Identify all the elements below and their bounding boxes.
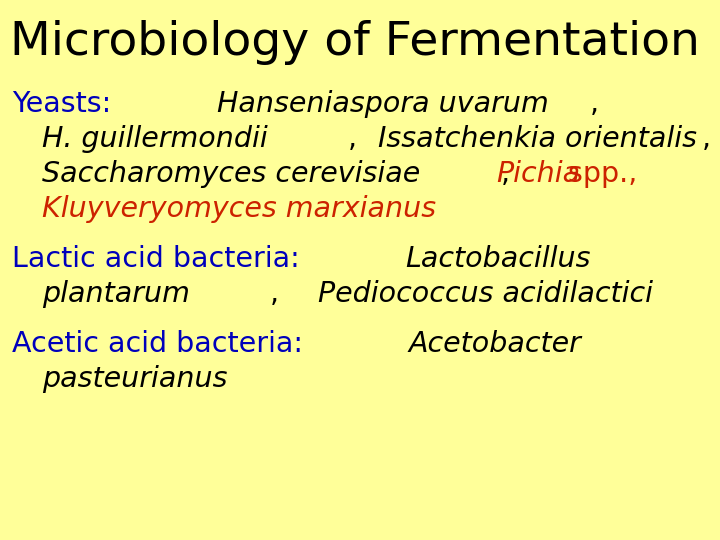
Text: Yeasts:: Yeasts: [12,90,130,118]
Text: spp.,: spp., [559,160,637,188]
Text: Lactic acid bacteria:: Lactic acid bacteria: [12,245,318,273]
Text: H. guillermondii: H. guillermondii [42,125,268,153]
Text: Issatchenkia orientalis: Issatchenkia orientalis [378,125,697,153]
Text: Pediococcus acidilactici: Pediococcus acidilactici [318,280,652,308]
Text: Acetic acid bacteria:: Acetic acid bacteria: [12,330,321,358]
Text: Acetobacter: Acetobacter [408,330,581,358]
Text: Saccharomyces cerevisiae: Saccharomyces cerevisiae [42,160,420,188]
Text: plantarum: plantarum [42,280,190,308]
Text: ,: , [590,90,598,118]
Text: ,: , [271,280,289,308]
Text: Pichia: Pichia [496,160,580,188]
Text: Kluyveryomyces marxianus: Kluyveryomyces marxianus [42,195,436,223]
Text: ,: , [348,125,366,153]
Text: Lactobacillus: Lactobacillus [405,245,590,273]
Text: Microbiology of Fermentation: Microbiology of Fermentation [10,20,700,65]
Text: Hanseniaspora uvarum: Hanseniaspora uvarum [217,90,549,118]
Text: ,: , [501,160,519,188]
Text: ,: , [702,125,711,153]
Text: pasteurianus: pasteurianus [42,365,228,393]
